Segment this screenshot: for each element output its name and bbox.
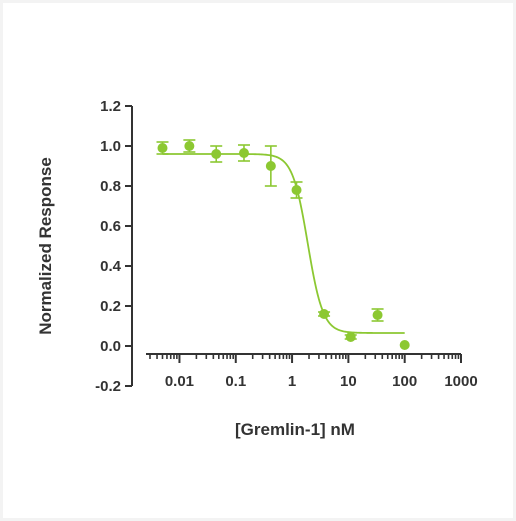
y-tick-label: 0.2 <box>100 298 121 315</box>
x-axis-title: [Gremlin-1] nM <box>235 420 355 439</box>
data-point <box>291 185 302 195</box>
axis-labels: [Gremlin-1] nM Normalized Response <box>36 157 355 439</box>
y-tick-label: 0.4 <box>100 258 122 275</box>
x-tick-label: 100 <box>392 373 417 390</box>
dose-response-chart: -0.2 0.0 0.2 0.4 0.6 0.8 1.0 1.2 0.01 0.1 1 10 100 10… <box>36 98 478 439</box>
x-tick-label: 10 <box>340 373 357 390</box>
y-tick-label: 0.0 <box>100 338 121 355</box>
data-point <box>157 143 168 153</box>
data-point <box>265 161 276 171</box>
data-point <box>184 141 195 151</box>
data-point <box>399 340 410 350</box>
data-point <box>319 309 330 319</box>
fit-curve <box>162 153 405 334</box>
y-tick-label: 0.8 <box>100 178 121 195</box>
chart-panel: -0.2 0.0 0.2 0.4 0.6 0.8 1.0 1.2 0.01 0.1 1 10 100 10… <box>3 3 513 518</box>
x-tick-label: 0.1 <box>225 373 246 390</box>
data-point <box>372 310 383 320</box>
y-tick-label: 0.6 <box>100 218 121 235</box>
data-point <box>345 332 356 342</box>
data-points <box>156 139 410 350</box>
x-tick-label: 1 <box>288 373 296 390</box>
y-tick-label: -0.2 <box>95 378 121 395</box>
x-tick-label: 1000 <box>444 373 477 390</box>
x-tick-label: 0.01 <box>165 373 194 390</box>
data-point <box>211 149 222 159</box>
axes: -0.2 0.0 0.2 0.4 0.6 0.8 1.0 1.2 0.01 0.1 1 10 100 10… <box>95 98 478 395</box>
y-axis-title: Normalized Response <box>36 157 55 335</box>
fit-curve-group <box>162 153 405 334</box>
y-tick-label: 1.2 <box>100 98 121 115</box>
y-tick-label: 1.0 <box>100 138 121 155</box>
data-point <box>238 148 249 158</box>
